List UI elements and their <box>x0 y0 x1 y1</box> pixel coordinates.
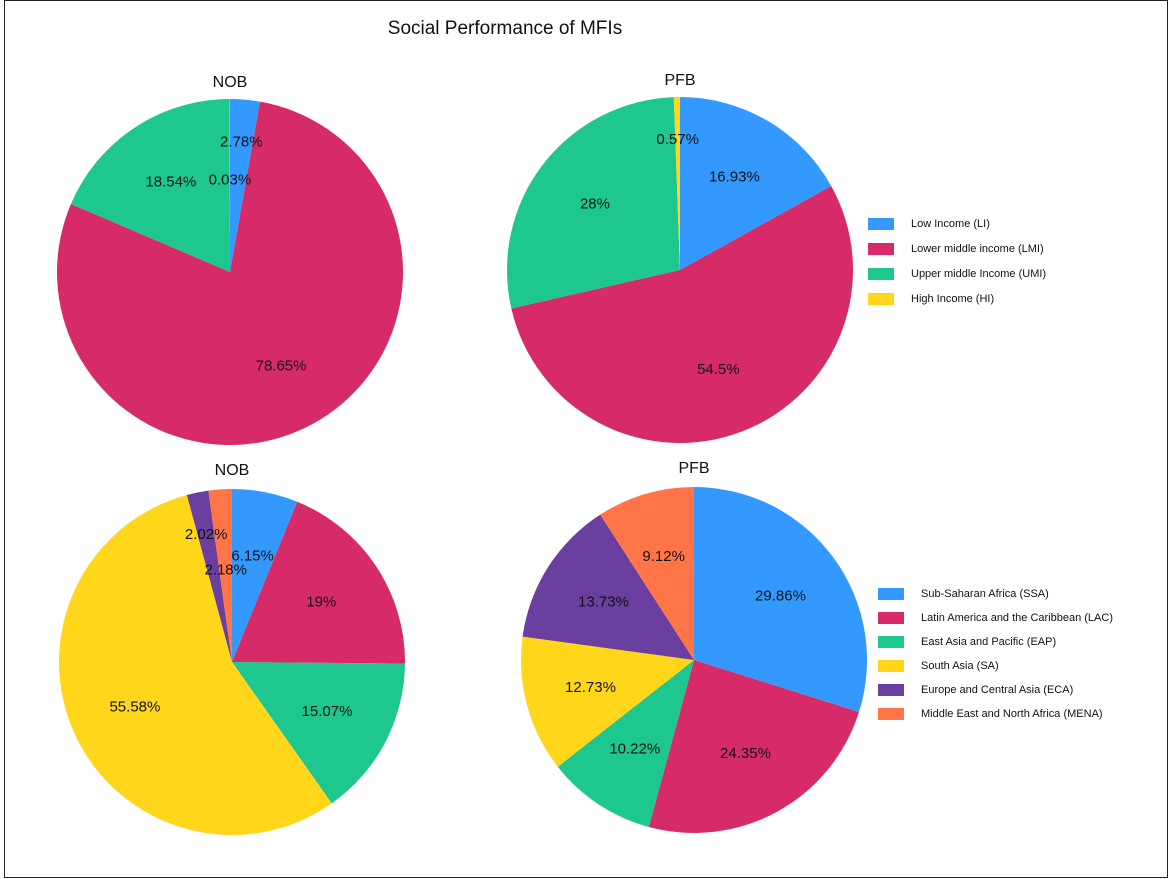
legend-swatch <box>868 293 894 305</box>
slice-label: 0.57% <box>656 131 699 148</box>
pie-slice <box>58 494 332 835</box>
slice-label: 78.65% <box>256 357 307 374</box>
pie-title: NOB <box>213 74 248 91</box>
legend-swatch <box>868 268 894 280</box>
legend-label: Upper middle Income (UMI) <box>911 268 1046 280</box>
slice-label: 2.02% <box>185 526 228 543</box>
pie-slice <box>230 99 261 272</box>
legend-label: High Income (HI) <box>911 293 994 305</box>
pie-slice <box>186 490 232 662</box>
pie-slice <box>232 489 298 662</box>
slice-label: 9.12% <box>642 548 685 565</box>
pie-slice <box>232 501 405 664</box>
slice-label: 2.78% <box>220 134 263 151</box>
legend-label: Lower middle income (LMI) <box>911 243 1044 255</box>
legend-swatch <box>868 218 894 230</box>
legend-swatch <box>878 660 904 672</box>
pie-slice <box>673 97 680 270</box>
pie-slice <box>232 662 405 804</box>
legend-swatch <box>878 612 904 624</box>
legend-label: Low Income (LI) <box>911 218 990 230</box>
pie-slice <box>521 636 694 767</box>
pie-slice <box>648 660 860 834</box>
legend-label: Latin America and the Caribbean (LAC) <box>921 612 1113 624</box>
pie-slice <box>600 486 694 660</box>
pie-slice <box>511 185 853 443</box>
slice-label: 18.54% <box>145 174 196 191</box>
pie-title: PFB <box>664 72 695 89</box>
page-title: Social Performance of MFIs <box>388 18 622 39</box>
pie-slice <box>507 97 680 309</box>
pie-slice <box>208 489 232 662</box>
slice-label: 16.93% <box>709 169 760 186</box>
pie-slice <box>557 660 694 827</box>
slice-label: 2.18% <box>204 561 247 578</box>
pie-title: NOB <box>215 462 250 479</box>
legend-label: East Asia and Pacific (EAP) <box>921 636 1056 648</box>
pie-slice <box>694 487 867 712</box>
legend-label: Europe and Central Asia (ECA) <box>921 684 1073 696</box>
slice-label: 15.07% <box>302 703 353 720</box>
slice-label: 10.22% <box>609 740 660 757</box>
legend-label: South Asia (SA) <box>921 660 999 672</box>
slice-label: 24.35% <box>720 745 771 762</box>
pie-slice <box>70 99 230 272</box>
legend-swatch <box>878 684 904 696</box>
legend-swatch <box>878 708 904 720</box>
slice-label: 54.5% <box>697 361 740 378</box>
pie-slice <box>522 514 694 660</box>
pie-title: PFB <box>678 460 709 477</box>
pie-slice <box>680 97 832 270</box>
slice-label: 55.58% <box>109 699 160 716</box>
slice-label: 29.86% <box>755 588 806 605</box>
slice-label: 6.15% <box>231 548 274 565</box>
slice-label: 28% <box>580 196 610 213</box>
slice-label: 0.03% <box>209 171 252 188</box>
slice-label: 13.73% <box>578 593 629 610</box>
slice-label: 12.73% <box>565 679 616 696</box>
slice-label: 19% <box>306 594 336 611</box>
pie-slice <box>56 101 403 445</box>
legend-swatch <box>878 588 904 600</box>
legend-label: Sub-Saharan Africa (SSA) <box>921 588 1049 600</box>
legend-swatch <box>878 636 904 648</box>
legend-swatch <box>868 243 894 255</box>
legend-label: Middle East and North Africa (MENA) <box>921 708 1103 720</box>
